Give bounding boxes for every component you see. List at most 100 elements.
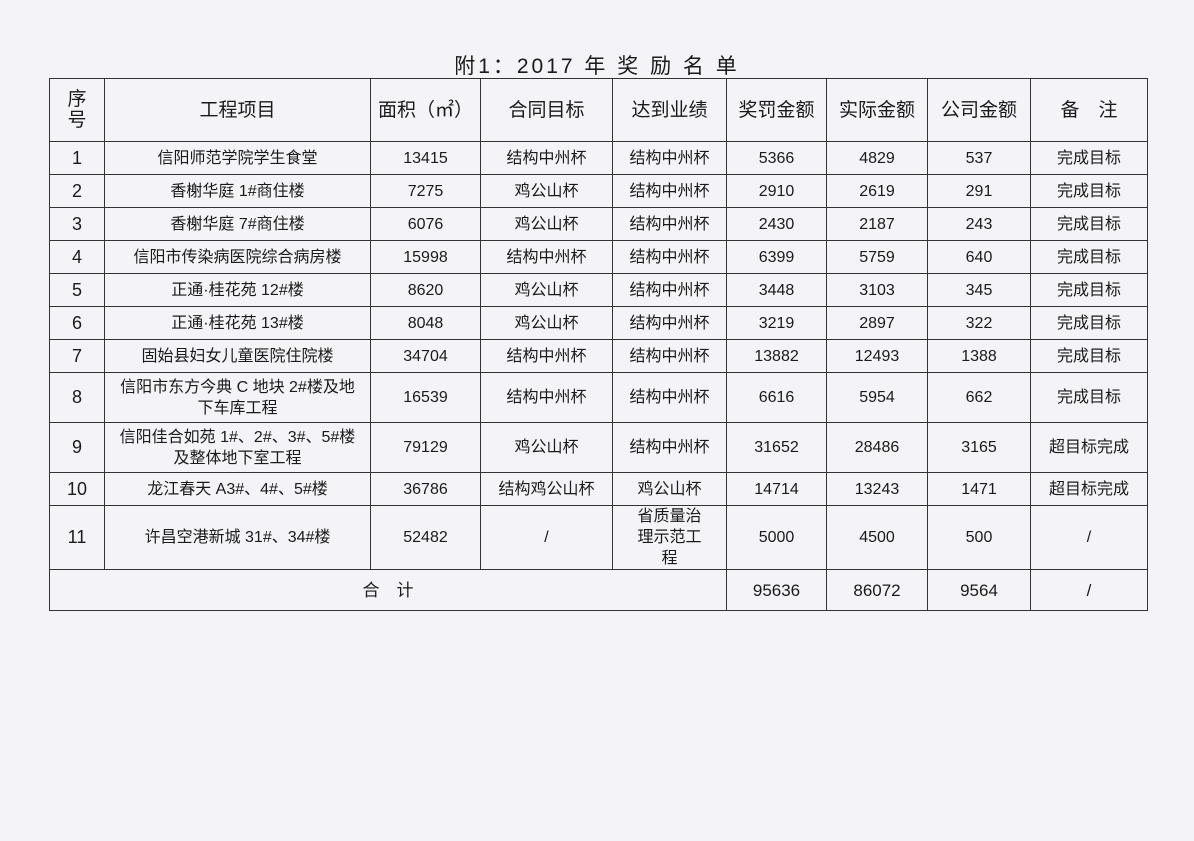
- cell-note: 超目标完成: [1030, 422, 1148, 473]
- cell-project: 信阳市传染病医院综合病房楼: [104, 240, 371, 274]
- cell-company: 291: [927, 174, 1031, 208]
- header-note: 备 注: [1030, 78, 1148, 142]
- cell-company: 243: [927, 207, 1031, 241]
- cell-project: 正通·桂花苑 13#楼: [104, 306, 371, 340]
- cell-company: 1471: [927, 472, 1031, 506]
- cell-reward: 3219: [726, 306, 827, 340]
- cell-reward: 13882: [726, 339, 827, 373]
- cell-contract-target: 结构中州杯: [480, 339, 613, 373]
- table-row: 5 正通·桂花苑 12#楼 8620 鸡公山杯 结构中州杯 3448 3103 345 完成目标: [49, 273, 1148, 307]
- cell-reward: 31652: [726, 422, 827, 473]
- header-area: 面积（㎡）: [370, 78, 481, 142]
- cell-area: 16539: [370, 372, 481, 423]
- cell-actual: 28486: [826, 422, 928, 473]
- cell-contract-target: 结构中州杯: [480, 240, 613, 274]
- cell-company: 640: [927, 240, 1031, 274]
- cell-seq: 8: [49, 372, 105, 423]
- header-actual: 实际金额: [826, 78, 928, 142]
- cell-achieved: 结构中州杯: [612, 273, 727, 307]
- cell-company: 500: [927, 505, 1031, 570]
- document-title: 附1：2017 年 奖 励 名 单: [454, 55, 740, 78]
- table-row: 10 龙江春天 A3#、4#、5#楼 36786 结构鸡公山杯 鸡公山杯 14714 132…: [49, 472, 1148, 506]
- cell-company: 662: [927, 372, 1031, 423]
- cell-contract-target: 结构鸡公山杯: [480, 472, 613, 506]
- cell-achieved: 结构中州杯: [612, 174, 727, 208]
- header-project: 工程项目: [104, 78, 371, 142]
- cell-area: 15998: [370, 240, 481, 274]
- cell-seq: 4: [49, 240, 105, 274]
- cell-achieved: 结构中州杯: [612, 240, 727, 274]
- cell-project: 固始县妇女儿童医院住院楼: [104, 339, 371, 373]
- table-row: 3 香榭华庭 7#商住楼 6076 鸡公山杯 结构中州杯 2430 2187 243 完成目标: [49, 207, 1148, 241]
- cell-reward: 3448: [726, 273, 827, 307]
- cell-actual: 3103: [826, 273, 928, 307]
- cell-note: 完成目标: [1030, 207, 1148, 241]
- cell-actual: 5759: [826, 240, 928, 274]
- cell-achieved: 结构中州杯: [612, 306, 727, 340]
- cell-seq: 6: [49, 306, 105, 340]
- cell-achieved: 结构中州杯: [612, 422, 727, 473]
- cell-company: 3165: [927, 422, 1031, 473]
- cell-contract-target: 鸡公山杯: [480, 422, 613, 473]
- table-row: 11 许昌空港新城 31#、34#楼 52482/省质量治理示范工程 5000 4500…: [49, 505, 1148, 570]
- table-row: 9 信阳佳合如苑 1#、2#、3#、5#楼及整体地下室工程 79129 鸡公山杯 结构中…: [49, 422, 1148, 473]
- cell-seq: 11: [49, 505, 105, 570]
- cell-actual: 5954: [826, 372, 928, 423]
- cell-achieved: 结构中州杯: [612, 372, 727, 423]
- cell-achieved: 结构中州杯: [612, 141, 727, 175]
- cell-contract-target: 鸡公山杯: [480, 174, 613, 208]
- total-company: 9564: [927, 569, 1031, 611]
- cell-note: 完成目标: [1030, 339, 1148, 373]
- cell-seq: 10: [49, 472, 105, 506]
- cell-seq: 1: [49, 141, 105, 175]
- cell-actual: 4829: [826, 141, 928, 175]
- table-row: 1 信阳师范学院学生食堂 13415 结构中州杯 结构中州杯 5366 4829 537 完成目…: [49, 141, 1148, 175]
- total-label: 合 计: [49, 569, 727, 611]
- cell-seq: 3: [49, 207, 105, 241]
- table-row: 7 固始县妇女儿童医院住院楼 34704 结构中州杯 结构中州杯 13882 12493 13…: [49, 339, 1148, 373]
- cell-reward: 5000: [726, 505, 827, 570]
- cell-area: 13415: [370, 141, 481, 175]
- cell-seq: 9: [49, 422, 105, 473]
- header-company: 公司金额: [927, 78, 1031, 142]
- cell-area: 7275: [370, 174, 481, 208]
- cell-note: 完成目标: [1030, 240, 1148, 274]
- cell-seq: 5: [49, 273, 105, 307]
- total-reward: 95636: [726, 569, 827, 611]
- cell-project: 信阳佳合如苑 1#、2#、3#、5#楼及整体地下室工程: [104, 422, 371, 473]
- cell-contract-target: 结构中州杯: [480, 372, 613, 423]
- header-row: 序号 工程项目 面积（㎡） 合同目标 达到业绩 奖罚金额 实际金额 公司金额 备…: [49, 78, 1148, 142]
- cell-seq: 7: [49, 339, 105, 373]
- cell-company: 1388: [927, 339, 1031, 373]
- cell-contract-target: 结构中州杯: [480, 141, 613, 175]
- cell-company: 345: [927, 273, 1031, 307]
- header-achieved: 达到业绩: [612, 78, 727, 142]
- cell-note: 完成目标: [1030, 273, 1148, 307]
- cell-area: 79129: [370, 422, 481, 473]
- cell-contract-target: 鸡公山杯: [480, 306, 613, 340]
- cell-note: 完成目标: [1030, 174, 1148, 208]
- cell-note: 完成目标: [1030, 306, 1148, 340]
- cell-achieved: 省质量治理示范工程: [612, 505, 727, 570]
- cell-note: 完成目标: [1030, 372, 1148, 423]
- total-actual: 86072: [826, 569, 928, 611]
- cell-achieved: 鸡公山杯: [612, 472, 727, 506]
- cell-area: 52482: [370, 505, 481, 570]
- cell-actual: 12493: [826, 339, 928, 373]
- cell-seq: 2: [49, 174, 105, 208]
- cell-note: 完成目标: [1030, 141, 1148, 175]
- table-row: 6 正通·桂花苑 13#楼 8048 鸡公山杯 结构中州杯 3219 2897 322 完成目标: [49, 306, 1148, 340]
- cell-company: 537: [927, 141, 1031, 175]
- cell-project: 龙江春天 A3#、4#、5#楼: [104, 472, 371, 506]
- cell-achieved: 结构中州杯: [612, 339, 727, 373]
- header-contract-target: 合同目标: [480, 78, 613, 142]
- cell-contract-target: 鸡公山杯: [480, 207, 613, 241]
- cell-area: 34704: [370, 339, 481, 373]
- cell-project: 信阳市东方今典 C 地块 2#楼及地下车库工程: [104, 372, 371, 423]
- cell-reward: 14714: [726, 472, 827, 506]
- cell-achieved: 结构中州杯: [612, 207, 727, 241]
- cell-note: /: [1030, 505, 1148, 570]
- cell-area: 36786: [370, 472, 481, 506]
- cell-reward: 6616: [726, 372, 827, 423]
- cell-reward: 6399: [726, 240, 827, 274]
